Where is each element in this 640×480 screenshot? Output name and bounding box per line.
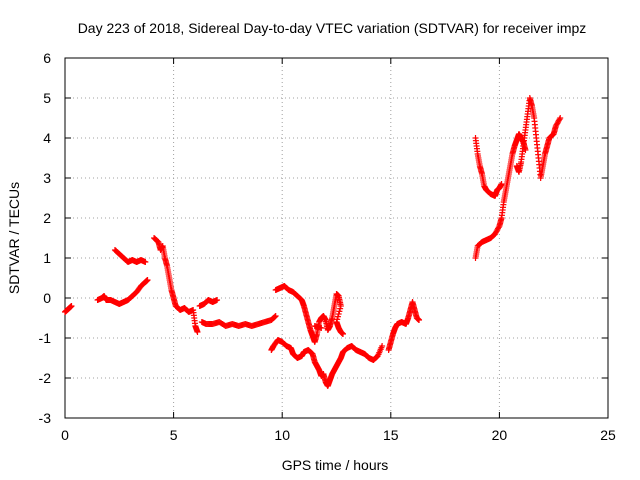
y-tick-label: 1 bbox=[43, 250, 51, 266]
chart-title: Day 223 of 2018, Sidereal Day-to-day VTE… bbox=[78, 20, 587, 36]
x-tick-label: 15 bbox=[383, 427, 399, 443]
x-tick-label: 25 bbox=[600, 427, 616, 443]
x-tick-label: 20 bbox=[492, 427, 508, 443]
y-tick-label: 2 bbox=[43, 210, 51, 226]
data-point bbox=[142, 259, 149, 265]
y-tick-label: 6 bbox=[43, 50, 51, 66]
plot-frame bbox=[64, 57, 609, 419]
x-axis-label: GPS time / hours bbox=[282, 457, 389, 473]
x-tick-label: 10 bbox=[274, 427, 290, 443]
data-point bbox=[336, 308, 343, 315]
data-point bbox=[340, 331, 347, 337]
x-tick-label: 5 bbox=[170, 427, 178, 443]
data-point bbox=[335, 311, 342, 317]
y-tick-label: 4 bbox=[43, 130, 51, 146]
data-point bbox=[498, 181, 505, 187]
y-tick-label: -3 bbox=[39, 410, 52, 426]
data-point bbox=[194, 329, 201, 335]
data-point bbox=[337, 303, 344, 309]
data-point bbox=[272, 313, 279, 319]
data-point bbox=[337, 305, 344, 312]
data-points bbox=[62, 95, 564, 389]
y-axis-label: SDTVAR / TECUs bbox=[6, 182, 22, 294]
y-tick-label: 5 bbox=[43, 90, 51, 106]
y-tick-label: 3 bbox=[43, 170, 51, 186]
y-tick-label: -1 bbox=[39, 330, 52, 346]
data-point bbox=[379, 343, 386, 349]
data-point bbox=[318, 325, 325, 331]
data-point bbox=[68, 303, 75, 309]
data-point bbox=[495, 224, 502, 231]
data-point bbox=[334, 313, 341, 320]
y-tick-label: -2 bbox=[39, 370, 52, 386]
data-point bbox=[271, 313, 278, 320]
data-point bbox=[556, 116, 563, 123]
data-point bbox=[416, 317, 423, 323]
axis-ticks: 0 5 10 15 20 25 -3 -2 -1 0 1 2 3 4 5 6 bbox=[39, 50, 616, 443]
data-point bbox=[144, 277, 151, 283]
x-tick-label: 0 bbox=[61, 427, 69, 443]
data-point bbox=[557, 115, 564, 121]
data-point bbox=[214, 297, 221, 303]
y-tick-label: 0 bbox=[43, 290, 51, 306]
